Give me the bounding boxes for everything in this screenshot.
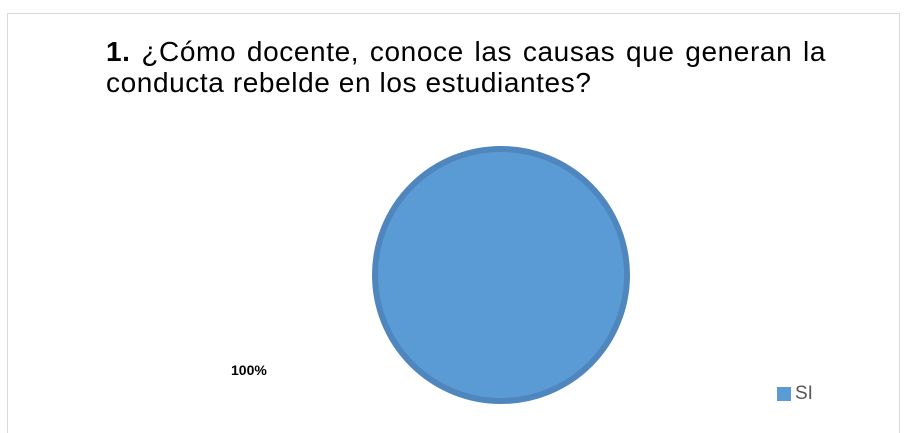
data-label-si: 100% (231, 362, 267, 378)
question-number: 1. (106, 36, 131, 67)
chart-title: 1. ¿Cómo docente, conoce las causas que … (106, 36, 826, 98)
question-text: ¿Cómo docente, conoce las causas que gen… (106, 36, 826, 98)
pie-slice-si (372, 146, 630, 404)
pie-chart (372, 146, 630, 404)
legend-label-si: SI (795, 383, 813, 404)
legend: SI (777, 383, 813, 405)
legend-swatch-si (777, 387, 791, 401)
